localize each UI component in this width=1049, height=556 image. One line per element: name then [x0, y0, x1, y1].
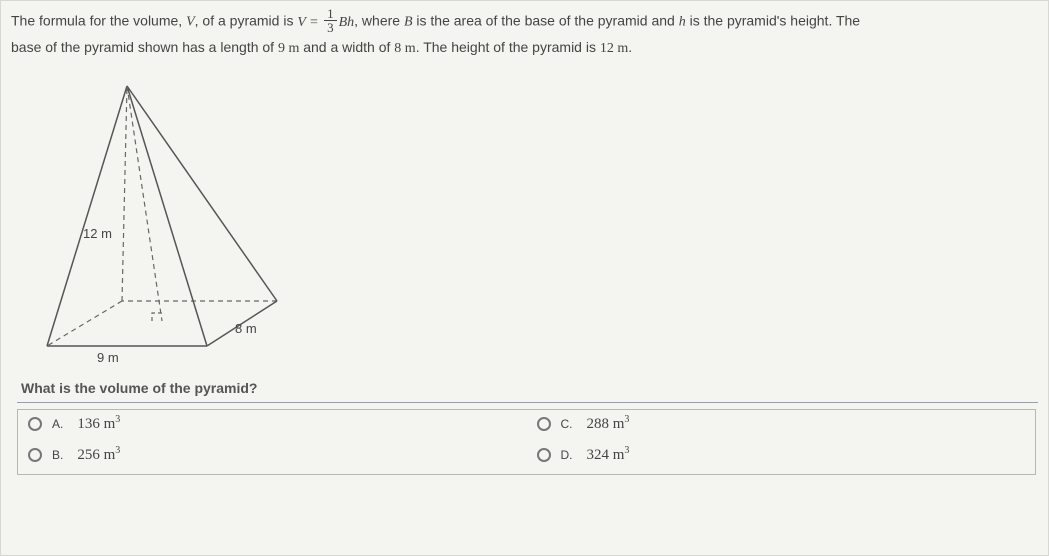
- pyramid-svg: [17, 66, 317, 366]
- option-d[interactable]: D. 324 m3: [537, 445, 1026, 464]
- frac-den: 3: [324, 21, 337, 34]
- var-h: h: [679, 15, 686, 30]
- answer-options: A. 136 m3 C. 288 m3 B. 256 m3 D. 324 m3: [17, 409, 1036, 475]
- radio-icon[interactable]: [28, 417, 42, 431]
- option-c[interactable]: C. 288 m3: [537, 414, 1026, 433]
- formula: V = 13Bh: [297, 15, 354, 30]
- radio-icon[interactable]: [537, 417, 551, 431]
- stem-text: , of a pyramid is: [195, 13, 298, 29]
- option-b[interactable]: B. 256 m3: [28, 445, 517, 464]
- option-letter: D.: [561, 448, 573, 462]
- length-value: 9 m: [278, 41, 299, 56]
- option-exp: 3: [624, 414, 629, 425]
- stem-text: The formula for the volume,: [11, 13, 186, 29]
- radio-icon[interactable]: [537, 448, 551, 462]
- frac-num: 1: [324, 7, 337, 21]
- option-num: 288 m: [587, 416, 625, 432]
- stem-text: . The height of the pyramid is: [416, 39, 600, 55]
- option-letter: C.: [561, 417, 573, 431]
- eq-rhs: Bh: [339, 15, 355, 30]
- stem-text: base of the pyramid shown has a length o…: [11, 39, 278, 55]
- pyramid-diagram: 12 m 8 m 9 m: [17, 66, 317, 366]
- width-value: 8 m: [394, 41, 415, 56]
- option-a[interactable]: A. 136 m3: [28, 414, 517, 433]
- var-V: V: [186, 15, 195, 30]
- eq-lhs: V =: [297, 15, 322, 30]
- radio-icon[interactable]: [28, 448, 42, 462]
- option-letter: B.: [52, 448, 63, 462]
- question-page: The formula for the volume, V, of a pyra…: [0, 0, 1049, 556]
- question-prompt: What is the volume of the pyramid?: [17, 374, 1038, 403]
- question-stem: The formula for the volume, V, of a pyra…: [11, 9, 1038, 60]
- option-letter: A.: [52, 417, 63, 431]
- stem-text: .: [628, 39, 632, 55]
- stem-text: is the pyramid's height. The: [686, 13, 860, 29]
- var-B: B: [404, 15, 413, 30]
- stem-text: and a width of: [299, 39, 394, 55]
- height-label: 12 m: [83, 226, 112, 241]
- option-exp: 3: [115, 445, 120, 456]
- width-label: 8 m: [235, 321, 257, 336]
- length-label: 9 m: [97, 350, 119, 365]
- fraction: 13: [324, 7, 337, 34]
- option-num: 256 m: [77, 447, 115, 463]
- option-num: 136 m: [77, 416, 115, 432]
- option-exp: 3: [624, 445, 629, 456]
- option-value: 288 m3: [587, 414, 630, 433]
- stem-text: is the area of the base of the pyramid a…: [413, 13, 679, 29]
- option-value: 324 m3: [587, 445, 630, 464]
- option-num: 324 m: [587, 447, 625, 463]
- option-exp: 3: [115, 414, 120, 425]
- option-value: 136 m3: [77, 414, 120, 433]
- stem-text: , where: [354, 13, 404, 29]
- option-value: 256 m3: [77, 445, 120, 464]
- height-value: 12 m: [600, 41, 628, 56]
